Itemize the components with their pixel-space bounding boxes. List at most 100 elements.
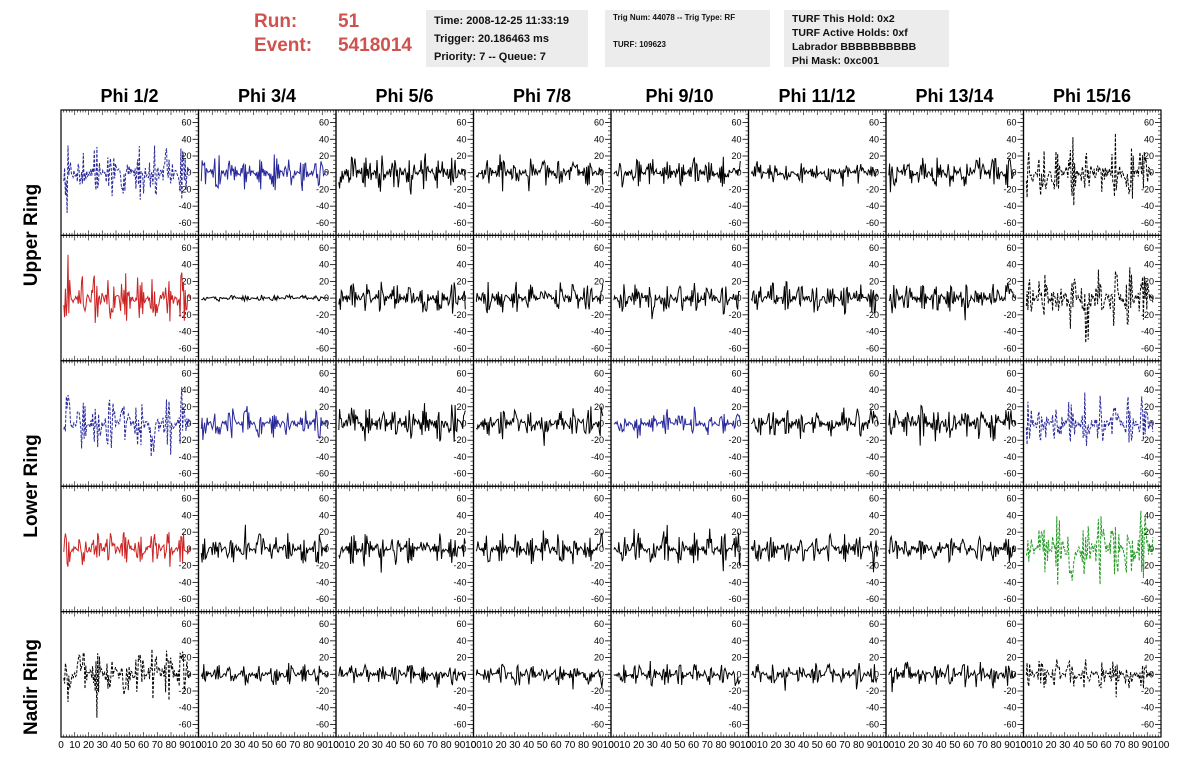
y-tick-label: 20 (181, 276, 191, 286)
y-tick-label: -40 (1141, 452, 1154, 462)
y-tick-label: 60 (869, 118, 879, 128)
y-tick-label: 60 (1144, 243, 1154, 253)
y-tick-label: 60 (319, 619, 329, 629)
y-tick-label: 60 (1144, 368, 1154, 378)
priority-text: Priority: 7 -- Queue: 7 (434, 51, 546, 63)
labrador-text: Labrador BBBBBBBBBB (792, 41, 917, 53)
y-tick-label: 0 (874, 168, 879, 178)
waveform-trace (200, 154, 329, 192)
turf-hold-text: TURF This Hold: 0x2 (792, 13, 895, 25)
y-tick-label: -60 (866, 594, 879, 604)
y-tick-label: -40 (316, 327, 329, 337)
y-tick-label: -20 (178, 686, 191, 696)
y-tick-label: -40 (1141, 327, 1154, 337)
y-tick-label: 60 (456, 494, 466, 504)
turf-text: TURF: 109623 (613, 40, 666, 49)
y-tick-label: -60 (728, 218, 741, 228)
y-tick-label: -20 (1141, 435, 1154, 445)
run-label: Run: (254, 11, 298, 32)
y-tick-label: 60 (456, 368, 466, 378)
y-tick-label: -20 (453, 310, 466, 320)
y-tick-label: 20 (731, 402, 741, 412)
y-tick-label: -60 (866, 343, 879, 353)
y-tick-label: -40 (591, 327, 604, 337)
y-tick-label: 60 (731, 368, 741, 378)
y-tick-label: -20 (316, 435, 329, 445)
y-tick-label: -40 (866, 327, 879, 337)
column-header: Phi 13/14 (915, 86, 994, 106)
y-tick-label: -20 (1003, 435, 1016, 445)
y-tick-label: -20 (591, 310, 604, 320)
y-tick-label: -60 (453, 218, 466, 228)
y-tick-label: 20 (456, 276, 466, 286)
y-tick-label: 20 (319, 653, 329, 663)
y-tick-label: 60 (181, 494, 191, 504)
y-tick-label: -40 (453, 452, 466, 462)
event-label: Event: (254, 35, 313, 56)
y-tick-label: 40 (1144, 385, 1154, 395)
y-tick-label: -40 (591, 577, 604, 587)
y-tick-label: 60 (1006, 494, 1016, 504)
y-tick-label: 0 (186, 293, 191, 303)
waveform-trace (338, 281, 466, 314)
column-headers: Phi 1/2 Phi 3/4 Phi 5/6 Phi 7/8 Phi 9/10… (61, 86, 1161, 110)
waveform-trace (888, 282, 1016, 321)
waveform-trace (613, 156, 741, 188)
y-tick-label: 20 (1144, 276, 1154, 286)
y-tick-label: 20 (594, 527, 604, 537)
y-tick-label: -20 (453, 435, 466, 445)
y-tick-label: -40 (1003, 452, 1016, 462)
y-tick-label: -60 (591, 343, 604, 353)
y-tick-label: -40 (453, 703, 466, 713)
y-tick-label: 60 (181, 619, 191, 629)
y-tick-label: 60 (319, 118, 329, 128)
waveform-trace (200, 406, 329, 441)
y-tick-label: 0 (324, 419, 329, 429)
trig-num-text: Trig Num: 44078 -- Trig Type: RF (613, 13, 736, 22)
y-tick-label: 60 (594, 368, 604, 378)
y-tick-label: -20 (866, 310, 879, 320)
y-tick-label: -60 (316, 469, 329, 479)
y-tick-label: 60 (594, 243, 604, 253)
trig-info-box: Trig Num: 44078 -- Trig Type: RF TURF: 1… (605, 10, 770, 67)
y-tick-label: 0 (874, 419, 879, 429)
y-tick-label: 40 (731, 134, 741, 144)
y-tick-label: -40 (178, 327, 191, 337)
y-tick-label: -60 (178, 343, 191, 353)
y-tick-label: 0 (461, 419, 466, 429)
waveform-trace (338, 153, 466, 195)
y-tick-label: 20 (1006, 151, 1016, 161)
y-tick-label: 20 (594, 402, 604, 412)
waveform-trace (1025, 267, 1154, 343)
y-tick-label: 20 (731, 527, 741, 537)
y-tick-label: -40 (866, 201, 879, 211)
waveform-trace (63, 254, 191, 324)
y-tick-label: -20 (178, 561, 191, 571)
y-tick-label: 40 (594, 510, 604, 520)
y-tick-label: 0 (186, 419, 191, 429)
y-tick-label: 40 (1006, 260, 1016, 270)
waveform-trace (200, 662, 329, 686)
y-tick-label: -20 (316, 561, 329, 571)
y-tick-label: 0 (186, 669, 191, 679)
y-tick-label: -60 (866, 218, 879, 228)
y-tick-label: 60 (319, 494, 329, 504)
event-value: 5418014 (338, 35, 412, 56)
y-tick-label: -60 (1141, 218, 1154, 228)
column-header: Phi 5/6 (375, 86, 434, 106)
y-tick-label: -20 (591, 561, 604, 571)
y-tick-label: 60 (1144, 118, 1154, 128)
y-tick-label: 60 (319, 368, 329, 378)
y-tick-label: 40 (869, 510, 879, 520)
waveform-trace (750, 161, 879, 187)
y-tick-label: 0 (1149, 419, 1154, 429)
y-tick-label: -60 (1003, 343, 1016, 353)
y-tick-label: 40 (594, 260, 604, 270)
y-tick-label: -40 (178, 452, 191, 462)
y-tick-label: -20 (591, 184, 604, 194)
y-tick-label: 40 (731, 510, 741, 520)
y-tick-label: -60 (453, 594, 466, 604)
y-tick-label: 40 (319, 260, 329, 270)
column-header: Phi 11/12 (778, 86, 856, 106)
